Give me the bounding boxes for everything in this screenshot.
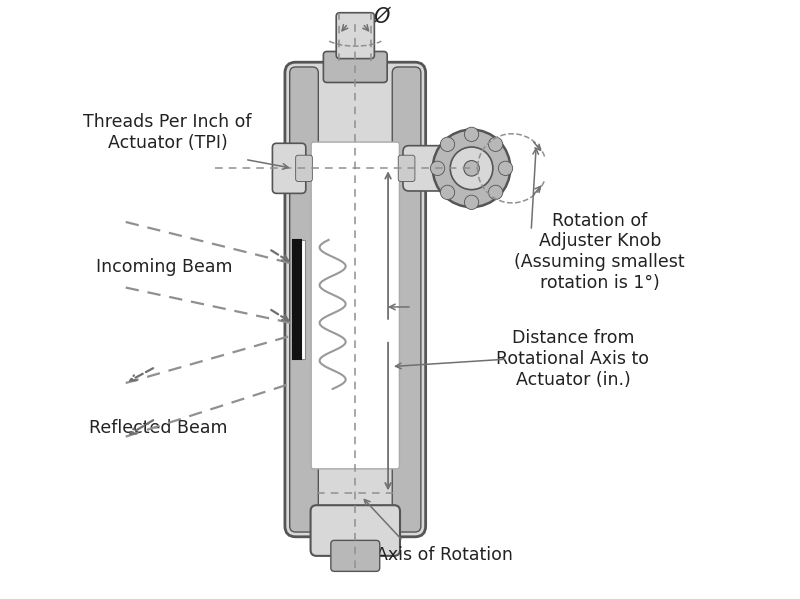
Circle shape (489, 185, 502, 199)
FancyBboxPatch shape (311, 142, 399, 469)
Text: Axis of Rotation: Axis of Rotation (376, 546, 513, 564)
Circle shape (498, 161, 513, 176)
Circle shape (464, 127, 478, 141)
FancyBboxPatch shape (392, 67, 421, 532)
Circle shape (433, 129, 510, 207)
FancyBboxPatch shape (403, 146, 450, 191)
Circle shape (464, 161, 479, 176)
FancyBboxPatch shape (398, 155, 415, 181)
FancyBboxPatch shape (273, 143, 306, 193)
FancyBboxPatch shape (331, 540, 380, 571)
FancyBboxPatch shape (323, 52, 387, 83)
Circle shape (464, 195, 478, 210)
Text: Rotation of
Adjuster Knob
(Assuming smallest
rotation is 1°): Rotation of Adjuster Knob (Assuming smal… (514, 211, 685, 292)
Text: Distance from
Rotational Axis to
Actuator (in.): Distance from Rotational Axis to Actuato… (497, 329, 650, 389)
FancyBboxPatch shape (285, 62, 426, 537)
Text: R: R (370, 309, 384, 328)
Circle shape (430, 161, 445, 176)
Circle shape (440, 137, 454, 152)
Bar (293, 240, 301, 359)
Circle shape (450, 147, 493, 190)
FancyBboxPatch shape (296, 155, 312, 181)
FancyBboxPatch shape (290, 67, 318, 532)
Circle shape (489, 137, 502, 152)
FancyBboxPatch shape (336, 13, 374, 59)
Text: Threads Per Inch of
Actuator (TPI): Threads Per Inch of Actuator (TPI) (83, 113, 252, 152)
Bar (301, 240, 306, 359)
Text: Incoming Beam: Incoming Beam (96, 258, 233, 276)
Text: Ø: Ø (374, 7, 390, 26)
Circle shape (440, 185, 454, 199)
Text: Reflected Beam: Reflected Beam (90, 419, 228, 437)
FancyBboxPatch shape (310, 505, 400, 556)
